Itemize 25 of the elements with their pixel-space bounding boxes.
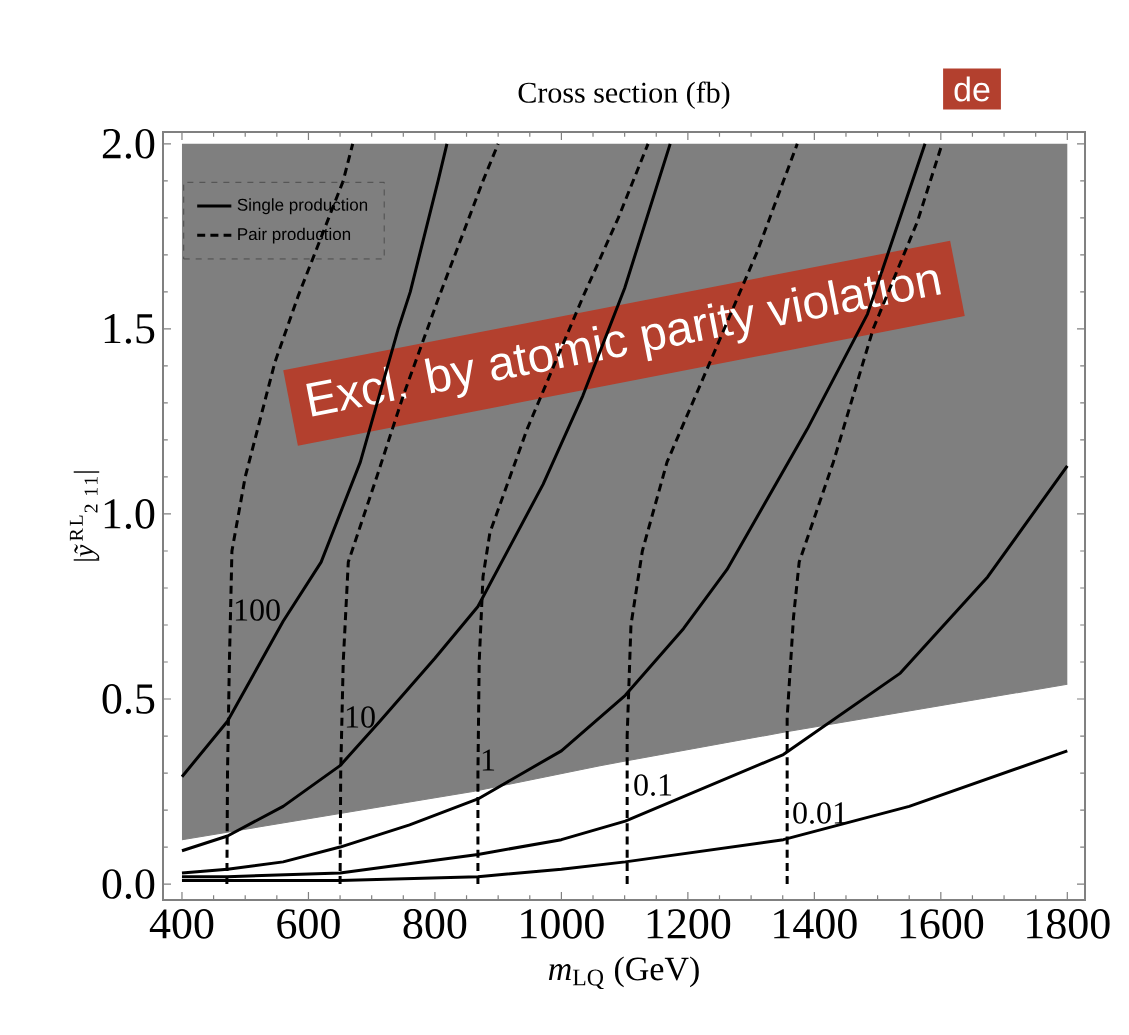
x-tick-label: 400 [149,909,214,939]
annotation: 100 [235,599,280,621]
legend-label: Single production [237,198,368,215]
y-tick-label: 0.0 [102,869,155,900]
y-tick-label: 0.5 [102,684,155,714]
y-tick-label: 1.5 [104,314,155,344]
annotation: 0.1 [634,774,672,796]
text: de [954,76,990,102]
x-tick-label: 800 [403,909,467,939]
annotation: Excl. by atomic parity violation [306,270,941,417]
x-tick-label: 1000 [521,909,604,939]
x-tick-label: 1400 [774,909,857,939]
y-tick-label: 1.0 [104,499,155,529]
chart-title: Cross section (fb) [518,81,730,109]
y-axis-title: |ỹ$^{RL}$$_{2 11}$| [69,471,100,561]
y-tick-label: 2.0 [102,128,155,159]
annotation: 0.01 [793,802,847,824]
annotation: 1 [482,749,495,771]
x-axis-title: m$_{LQ}$ (GeV) [548,956,699,990]
x-tick-label: 600 [277,909,340,939]
legend-label: Pair production [238,227,351,244]
x-tick-label: 1600 [900,909,984,939]
annotation: 10 [346,706,375,728]
x-tick-label: 1800 [1027,909,1110,939]
x-tick-label: 1200 [647,909,731,939]
